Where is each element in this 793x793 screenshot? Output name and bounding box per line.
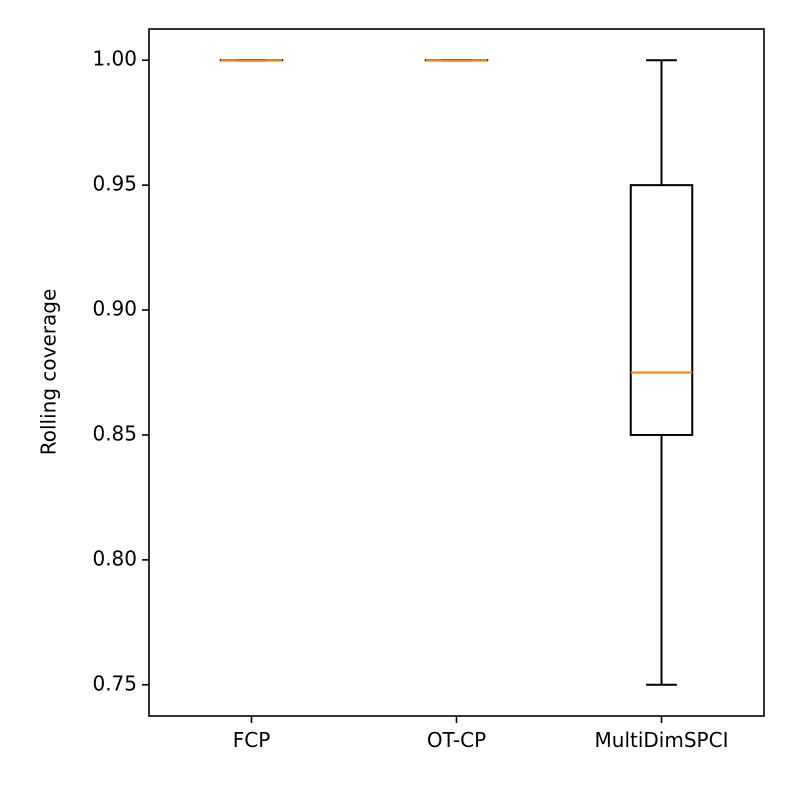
plot-area bbox=[219, 59, 694, 686]
y-tick-label: 1.00 bbox=[92, 47, 137, 71]
x-tick-label: MultiDimSPCI bbox=[595, 728, 729, 752]
y-tick-label: 0.80 bbox=[92, 546, 137, 570]
y-tick-label: 0.85 bbox=[92, 421, 137, 445]
y-tick-label: 0.90 bbox=[92, 297, 137, 321]
box bbox=[629, 184, 694, 436]
axes: 0.75 0.80 0.85 0.90 0.95 1.00 FCP OT-CP MultiDim… bbox=[92, 47, 728, 752]
y-tick-label: 0.75 bbox=[92, 671, 137, 695]
x-tick-label: OT-CP bbox=[427, 728, 486, 752]
y-axis-label: Rolling coverage bbox=[37, 289, 61, 455]
x-tick-label: FCP bbox=[233, 728, 271, 752]
y-tick-label: 0.95 bbox=[92, 172, 137, 196]
box-group bbox=[629, 59, 694, 686]
